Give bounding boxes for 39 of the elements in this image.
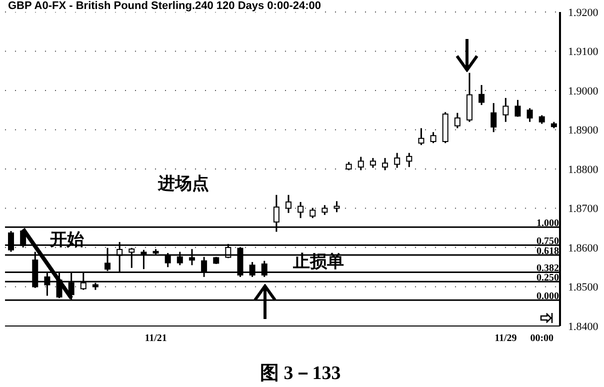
x-tick-label: 11/29 <box>494 333 517 344</box>
candlestick <box>322 204 328 216</box>
y-tick-label: 1.8400 <box>568 320 599 333</box>
candlestick <box>394 152 400 169</box>
candlestick <box>334 200 340 213</box>
annotation: 0.618 <box>536 246 559 257</box>
candlestick <box>478 84 485 106</box>
y-tick-label: 1.8800 <box>568 164 599 176</box>
annotation: 0.000 <box>536 291 559 302</box>
candlestick <box>490 102 497 133</box>
candlestick <box>382 157 388 171</box>
caption: 图 3－133 <box>260 362 341 386</box>
y-tick-label: 1.8500 <box>568 282 599 294</box>
annotation: 0.250 <box>536 272 559 284</box>
annotation: 1.000 <box>536 218 559 230</box>
candlestick <box>454 112 460 129</box>
y-tick-label: 1.8600 <box>568 242 599 254</box>
candlestick <box>298 201 304 219</box>
candlestick <box>418 127 424 146</box>
candlestick <box>310 207 316 219</box>
candlestick <box>502 97 509 123</box>
chart-title: GBP A0-FX - British Pound Sterling.240 120 Days 0:00-24:00 <box>8 0 321 12</box>
y-tick-label: 1.9200 <box>568 6 599 19</box>
candlestick <box>526 107 533 123</box>
candlestick <box>430 131 436 144</box>
candlestick <box>370 157 376 169</box>
y-tick-label: 1.9000 <box>568 85 599 98</box>
annotation: 0.750 <box>536 236 559 248</box>
candlestick <box>514 99 521 118</box>
candlestick <box>406 152 412 168</box>
annotation: 0.382 <box>536 263 559 274</box>
candlestick <box>286 194 292 214</box>
y-tick-label: 1.8900 <box>568 124 599 137</box>
annotation: 进场点 <box>158 173 209 195</box>
x-tick-label: 11/21 <box>144 333 167 344</box>
candlestick <box>358 156 364 171</box>
x-tick-label: 00:00 <box>530 333 554 344</box>
y-tick-label: 1.9100 <box>568 46 599 58</box>
y-tick-label: 1.8700 <box>568 203 599 216</box>
